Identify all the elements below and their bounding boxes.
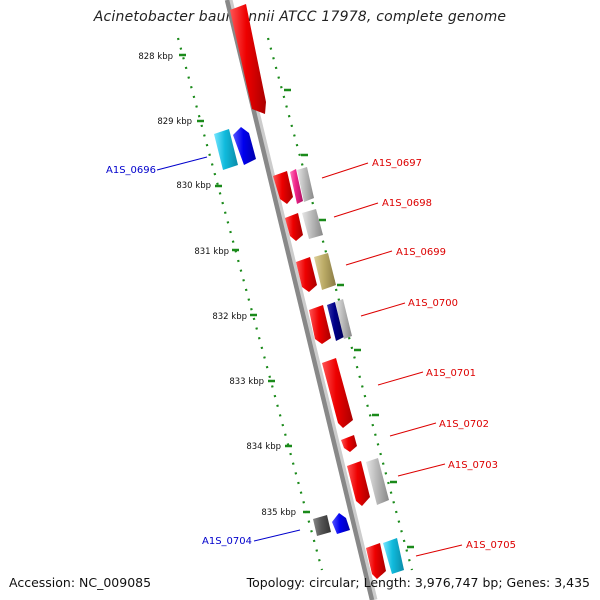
scale-guide-left bbox=[176, 37, 324, 571]
gene-block-grey-1 bbox=[297, 167, 314, 202]
gene-arrow-0697 bbox=[273, 171, 293, 204]
gene-arrow-0702 bbox=[341, 435, 357, 452]
forward-genes bbox=[230, 4, 386, 579]
gene-block-navy bbox=[327, 302, 344, 341]
map-title: Acinetobacter baumannii ATCC 17978, comp… bbox=[93, 9, 507, 25]
scale-label-829: 829 kbp bbox=[157, 117, 192, 127]
scale-label-834: 834 kbp bbox=[246, 442, 281, 452]
scale-labels: 828 kbp 829 kbp 830 kbp 831 kbp 832 kbp … bbox=[138, 52, 296, 518]
gene-label-0703: A1S_0703 bbox=[448, 460, 498, 471]
gene-block-grey-4 bbox=[366, 458, 389, 505]
gene-label-0704: A1S_0704 bbox=[202, 536, 252, 547]
scale-label-832: 832 kbp bbox=[212, 312, 247, 322]
scale-label-831: 831 kbp bbox=[194, 247, 229, 257]
scale-label-833: 833 kbp bbox=[229, 377, 264, 387]
gene-arrow-0701 bbox=[322, 358, 353, 428]
gene-labels: A1S_0696 A1S_0697 A1S_0698 A1S_0699 A1S_… bbox=[106, 158, 516, 551]
gene-block-dark bbox=[313, 515, 331, 536]
gene-label-0701: A1S_0701 bbox=[426, 368, 476, 379]
gene-label-0700: A1S_0700 bbox=[408, 298, 458, 309]
colored-genes-right bbox=[290, 167, 404, 574]
scale-label-835: 835 kbp bbox=[261, 508, 296, 518]
gene-block-grey-3 bbox=[335, 299, 352, 339]
label-leaders bbox=[156, 156, 463, 557]
gene-label-0696: A1S_0696 bbox=[106, 165, 156, 176]
gene-block-cyan-right bbox=[383, 538, 404, 574]
gene-arrow-0700 bbox=[309, 305, 331, 344]
gene-label-0698: A1S_0698 bbox=[382, 198, 432, 209]
gene-block-grey-2 bbox=[302, 209, 323, 239]
gene-block-olive bbox=[314, 253, 336, 290]
gene-arrow-0705 bbox=[366, 543, 386, 579]
scale-label-828: 828 kbp bbox=[138, 52, 173, 62]
gene-arrow-0695 bbox=[230, 4, 266, 114]
gene-arrow-0698 bbox=[285, 213, 303, 241]
scale-label-830: 830 kbp bbox=[176, 181, 211, 191]
reverse-genes bbox=[214, 127, 350, 536]
gene-label-0702: A1S_0702 bbox=[439, 419, 489, 430]
gene-label-0699: A1S_0699 bbox=[396, 247, 446, 258]
scale-ticks-right bbox=[284, 88, 414, 549]
topology-text: Topology: circular; Length: 3,976,747 bp… bbox=[246, 575, 590, 590]
gene-label-0697: A1S_0697 bbox=[372, 158, 422, 169]
scale-guide-right bbox=[266, 37, 414, 571]
gene-block-blue-1 bbox=[233, 127, 256, 165]
gene-arrow-0703 bbox=[347, 461, 370, 506]
gene-label-0705: A1S_0705 bbox=[466, 540, 516, 551]
scale-ticks-left bbox=[179, 53, 310, 514]
accession-text: Accession: NC_009085 bbox=[9, 575, 152, 590]
gene-block-cyan-left bbox=[214, 129, 238, 170]
gene-block-magenta bbox=[290, 169, 303, 204]
gene-block-blue-2 bbox=[332, 513, 350, 534]
gene-arrow-0699 bbox=[296, 257, 317, 292]
